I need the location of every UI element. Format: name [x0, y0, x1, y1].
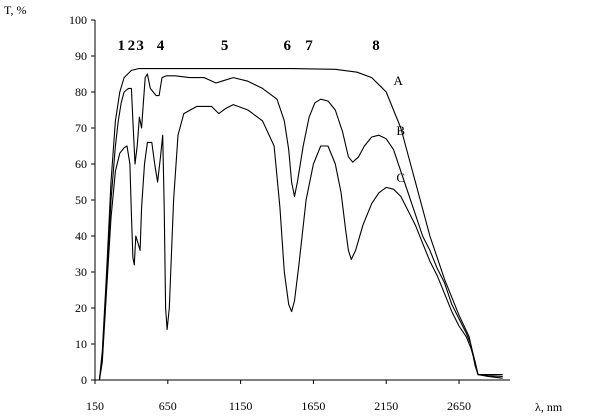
x-tick-label: 650 [159, 399, 177, 413]
y-tick-label: 70 [75, 121, 87, 135]
band-label-1: 1 [117, 38, 125, 54]
curve-label-C: C [396, 170, 405, 185]
y-tick-label: 20 [75, 301, 87, 315]
curve-label-A: A [394, 73, 404, 88]
band-label-8: 8 [372, 38, 380, 54]
axes [94, 20, 510, 381]
y-tick-label: 40 [75, 229, 87, 243]
y-axis-ticks: 0 10 20 30 40 50 60 70 80 90 100 [69, 13, 95, 387]
y-tick-label: 90 [75, 49, 87, 63]
y-tick-label: 100 [69, 13, 87, 27]
band-label-3: 3 [136, 38, 144, 54]
x-tick-label: 150 [86, 399, 104, 413]
band-label-6: 6 [283, 38, 291, 54]
y-tick-label: 0 [81, 373, 87, 387]
series-lines [98, 68, 503, 381]
y-tick-label: 50 [75, 193, 87, 207]
x-tick-label: 1150 [229, 399, 253, 413]
x-axis-label: λ, nm [535, 400, 563, 414]
series-line-C [98, 104, 503, 381]
y-axis-label: T, % [4, 3, 26, 17]
x-tick-label: 2150 [374, 399, 398, 413]
curve-label-B: B [396, 123, 405, 138]
y-tick-label: 80 [75, 85, 87, 99]
y-tick-label: 10 [75, 337, 87, 351]
x-tick-label: 2650 [447, 399, 471, 413]
band-label-2: 2 [128, 38, 136, 54]
x-tick-label: 1650 [301, 399, 325, 413]
band-label-7: 7 [305, 38, 313, 54]
series-line-A [98, 68, 503, 381]
x-axis-ticks: 150 650 1150 1650 2150 2650 [86, 380, 471, 413]
band-label-5: 5 [221, 38, 229, 54]
curve-labels: A B C [394, 73, 406, 185]
series-line-B [98, 73, 503, 381]
y-tick-label: 30 [75, 265, 87, 279]
y-tick-label: 60 [75, 157, 87, 171]
band-label-4: 4 [157, 38, 165, 54]
